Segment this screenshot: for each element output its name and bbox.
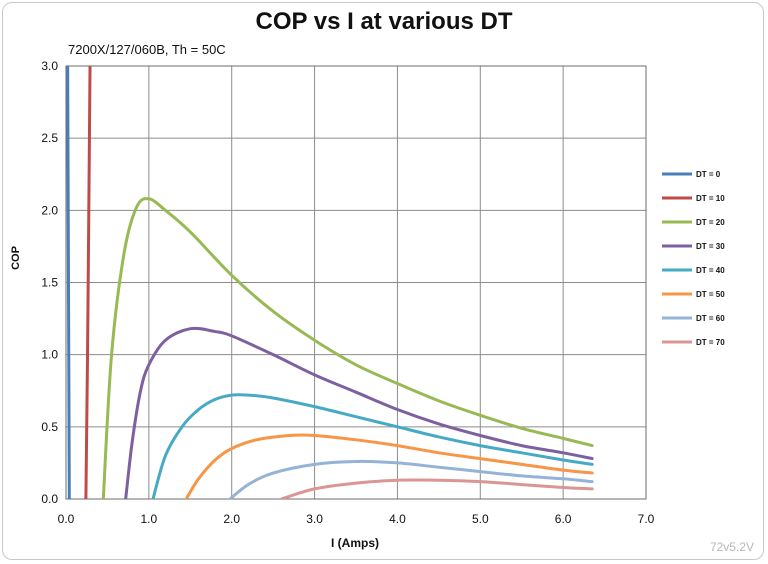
chart-title: COP vs I at various DT <box>255 8 513 35</box>
series-line-7 <box>228 459 594 499</box>
series-line-1 <box>66 66 71 499</box>
y-tick-label: 3.0 <box>41 59 58 73</box>
y-tick-label: 1.0 <box>41 348 58 362</box>
series-line-2 <box>84 66 92 499</box>
y-tick-label: 0.0 <box>41 492 58 506</box>
legend-label: DT = 60 <box>696 314 725 323</box>
x-tick-label: 7.0 <box>638 512 655 526</box>
series-line-8 <box>279 478 594 499</box>
legend-label: DT = 50 <box>696 290 725 299</box>
legend-label: DT = 20 <box>696 218 725 227</box>
x-tick-label: 1.0 <box>141 512 158 526</box>
legend-label: DT = 0 <box>696 170 721 179</box>
legend-label: DT = 40 <box>696 266 725 275</box>
x-tick-label: 4.0 <box>389 512 406 526</box>
x-tick-label: 3.0 <box>306 512 323 526</box>
series-line-6 <box>184 433 594 499</box>
x-tick-label: 6.0 <box>555 512 572 526</box>
x-tick-label: 2.0 <box>223 512 240 526</box>
x-axis-label: I (Amps) <box>331 536 379 550</box>
legend-label: DT = 70 <box>696 338 725 347</box>
series-line-3 <box>101 197 594 499</box>
y-tick-label: 1.5 <box>41 276 58 290</box>
y-tick-label: 2.0 <box>41 203 58 217</box>
legend-label: DT = 10 <box>696 194 725 203</box>
legend-label: DT = 30 <box>696 242 725 251</box>
y-tick-label: 0.5 <box>41 420 58 434</box>
x-tick-label: 5.0 <box>472 512 489 526</box>
version-watermark: 72v5.2V <box>709 540 754 554</box>
plot-area-border <box>65 65 647 500</box>
series-line-5 <box>151 393 594 499</box>
chart-subtitle: 7200X/127/060B, Th = 50C <box>68 42 226 57</box>
x-tick-label: 0.0 <box>58 512 75 526</box>
series-line-4 <box>124 326 594 499</box>
y-tick-label: 2.5 <box>41 131 58 145</box>
